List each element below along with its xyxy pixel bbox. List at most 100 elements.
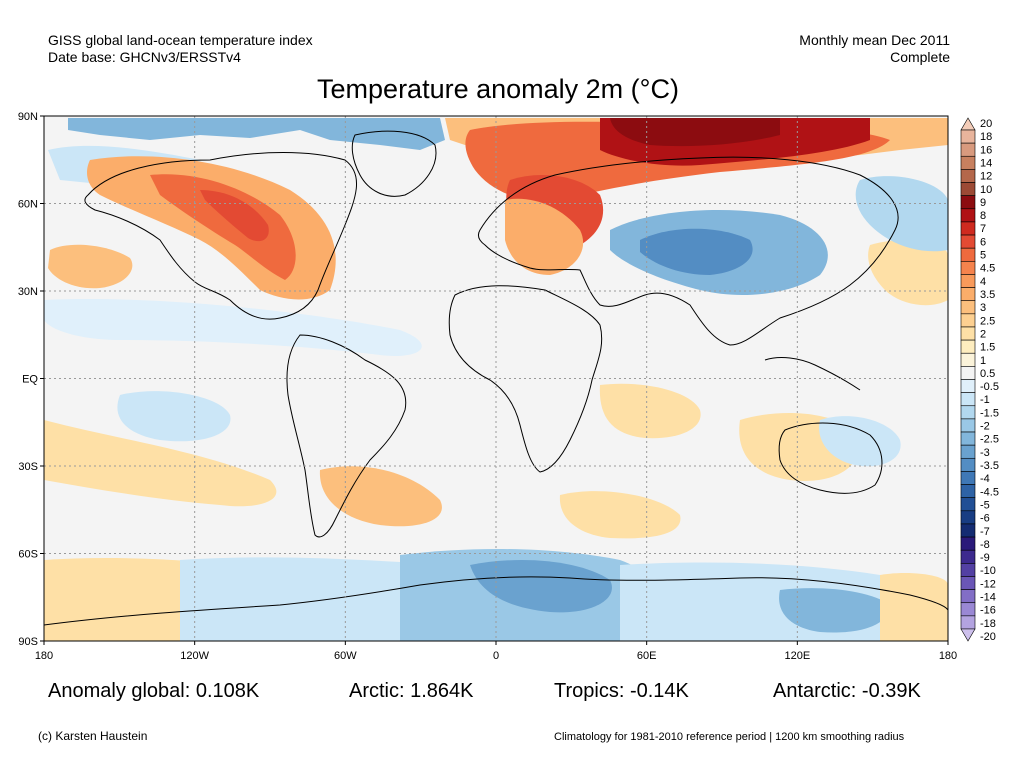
y-tick-label: 90N xyxy=(18,111,38,123)
anomaly-field xyxy=(44,118,948,641)
colorbar-cell xyxy=(960,523,976,538)
footnote: Climatology for 1981-2010 reference peri… xyxy=(554,731,905,743)
colorbar-label: 4 xyxy=(980,276,986,288)
dataset-name: GISS global land-ocean temperature index xyxy=(48,32,313,48)
south-america-outline xyxy=(286,334,407,538)
colorbar-label: -16 xyxy=(980,605,996,617)
indonesia-outline xyxy=(764,357,861,391)
header-right: Monthly mean Dec 2011 Complete xyxy=(799,32,950,66)
anomaly-region xyxy=(180,557,430,641)
colorbar-cell xyxy=(960,208,976,223)
header-left: GISS global land-ocean temperature index… xyxy=(48,32,313,66)
colorbar-cell xyxy=(960,155,976,170)
colorbar-cell xyxy=(960,274,976,288)
colorbar-cell xyxy=(960,142,976,157)
colorbar-cell xyxy=(960,615,976,630)
colorbar-cell xyxy=(960,379,976,393)
colorbar-label: 4.5 xyxy=(980,263,995,275)
colorbar-cell xyxy=(960,405,976,420)
colorbar-label: 3 xyxy=(980,302,986,314)
stat-tropics: Tropics: -0.14K xyxy=(554,680,689,702)
colorbar-cell xyxy=(960,536,976,551)
colorbar-cell xyxy=(960,549,976,564)
colorbar-label: -2.5 xyxy=(980,434,999,446)
colorbar-cell xyxy=(960,195,976,210)
colorbar-label: -3.5 xyxy=(980,460,999,472)
x-tick-label: 60W xyxy=(334,650,357,662)
colorbar-label: 20 xyxy=(980,118,992,130)
colorbar-label: 7 xyxy=(980,223,986,235)
colorbar-label: 2 xyxy=(980,328,986,340)
x-axis: 180 120W 60W 0 60E 120E 180 xyxy=(35,641,957,662)
colorbar-label: -6 xyxy=(980,513,990,525)
colorbar-cell xyxy=(960,352,976,367)
colorbar-cell xyxy=(960,392,976,407)
colorbar-cell xyxy=(960,221,976,236)
australia-outline xyxy=(778,422,883,494)
x-tick-label: 120E xyxy=(784,650,810,662)
map-plot-area xyxy=(44,116,948,641)
colorbar-cell xyxy=(960,471,976,485)
colorbar-cell xyxy=(960,182,976,196)
y-axis: 90N 60N 30N EQ 30S 60S 90S xyxy=(18,111,44,648)
y-tick-label: 30S xyxy=(18,461,38,473)
x-tick-label: 180 xyxy=(35,650,53,662)
colorbar-cell xyxy=(960,261,976,275)
x-tick-label: 0 xyxy=(493,650,499,662)
y-tick-label: 60N xyxy=(18,199,38,211)
colorbar-label: 12 xyxy=(980,171,992,183)
colorbar-cell xyxy=(960,602,976,617)
colorbar-label: -9 xyxy=(980,552,990,564)
colorbar-label: 6 xyxy=(980,236,986,248)
colorbar-label: -18 xyxy=(980,618,996,630)
colorbar-cell xyxy=(960,589,976,604)
colorbar-cell xyxy=(960,563,976,577)
anomaly-region xyxy=(779,588,890,633)
colorbar-cell xyxy=(960,300,976,315)
colorbar-label: -7 xyxy=(980,526,990,538)
colorbar-cell xyxy=(960,431,976,446)
chart-title: Temperature anomaly 2m (°C) xyxy=(317,74,679,104)
colorbar-label: -10 xyxy=(980,565,996,577)
anomaly-region xyxy=(319,466,442,527)
x-tick-label: 60E xyxy=(637,650,657,662)
colorbar-label: 8 xyxy=(980,210,986,222)
antarctica-outline xyxy=(44,576,948,626)
colorbar-label: 10 xyxy=(980,184,992,196)
colorbar-label: -0.5 xyxy=(980,381,999,393)
anomaly-region xyxy=(48,244,133,289)
colorbar-label: 2.5 xyxy=(980,315,995,327)
colorbar-cell xyxy=(960,366,976,380)
colorbar-label: 14 xyxy=(980,157,992,169)
anomaly-region xyxy=(68,118,445,150)
eurasia-outline xyxy=(477,156,899,346)
colorbar-label: 9 xyxy=(980,197,986,209)
colorbar-cell xyxy=(960,287,976,302)
colorbar-cell xyxy=(960,326,976,341)
colorbar-label: 5 xyxy=(980,250,986,262)
anomaly-region xyxy=(640,228,753,275)
colorbar-label: 3.5 xyxy=(980,289,995,301)
anomaly-region xyxy=(470,560,612,613)
africa-outline xyxy=(448,285,603,473)
x-tick-label: 120W xyxy=(180,650,209,662)
colorbar-cell xyxy=(960,129,976,144)
completeness-label: Complete xyxy=(890,49,950,65)
colorbar-label: -2 xyxy=(980,421,990,433)
colorbar-label: -1.5 xyxy=(980,407,999,419)
colorbar-label: 16 xyxy=(980,144,992,156)
colorbar-label: -8 xyxy=(980,539,990,551)
colorbar-cell xyxy=(960,484,976,498)
colorbar-label: -5 xyxy=(980,499,990,511)
stat-antarctic: Antarctic: -0.39K xyxy=(773,680,921,702)
y-tick-label: 30N xyxy=(18,286,38,298)
north-america-outline xyxy=(84,152,358,320)
colorbar-cell xyxy=(960,576,976,590)
colorbar-cell xyxy=(960,313,976,328)
colorbar-label: 1 xyxy=(980,355,986,367)
anomaly-region xyxy=(599,383,701,439)
anomaly-region xyxy=(150,174,296,280)
colorbar-cell xyxy=(960,234,976,249)
